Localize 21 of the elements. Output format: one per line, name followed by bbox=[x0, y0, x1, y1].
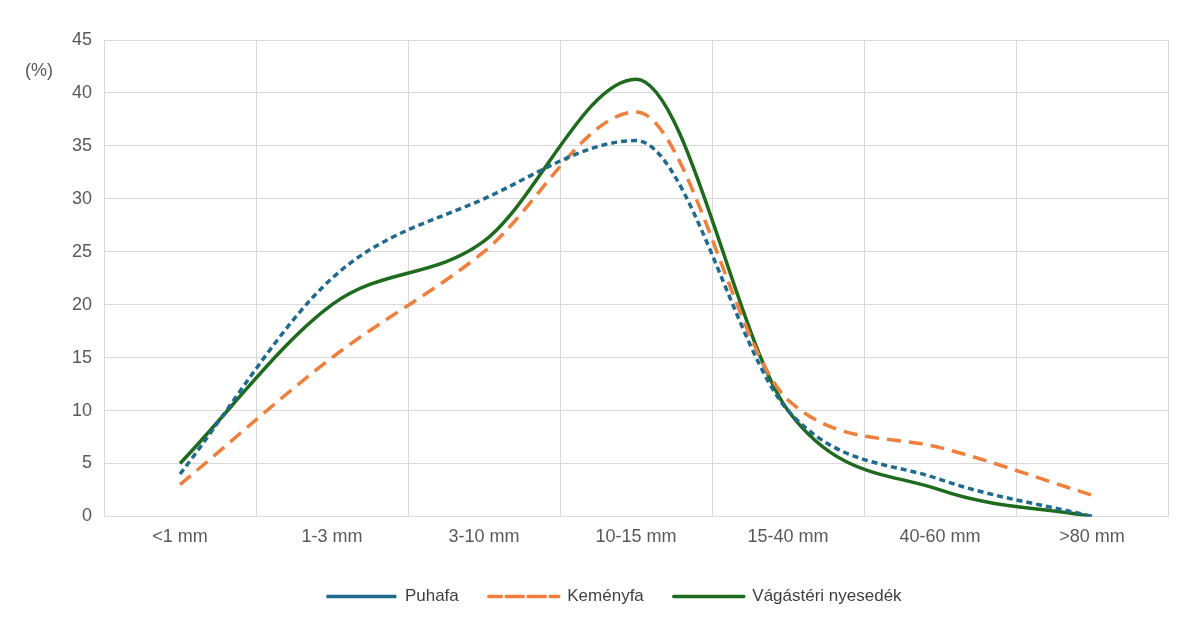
x-tick-label: 15-40 mm bbox=[747, 526, 829, 547]
x-tick-label: 10-15 mm bbox=[595, 526, 677, 547]
y-tick-label: 20 bbox=[71, 293, 93, 314]
legend-label: Keményfa bbox=[567, 586, 645, 606]
y-tick-label: 30 bbox=[71, 187, 93, 208]
x-tick-label: 3-10 mm bbox=[448, 526, 520, 547]
x-tick-label: 1-3 mm bbox=[301, 526, 363, 547]
legend-label: Puhafa bbox=[404, 586, 460, 606]
x-tick-label: >80 mm bbox=[1059, 526, 1125, 547]
y-tick-label: 10 bbox=[71, 399, 93, 420]
y-tick-label: 0 bbox=[82, 505, 93, 526]
y-axis-title: (%) bbox=[25, 59, 53, 80]
y-tick-label: 35 bbox=[71, 134, 93, 155]
y-tick-label: 40 bbox=[71, 81, 93, 102]
y-tick-label: 5 bbox=[82, 452, 93, 473]
y-tick-label: 25 bbox=[71, 240, 93, 261]
y-tick-label: 45 bbox=[71, 28, 93, 49]
legend-label: Vágástéri nyesedék bbox=[752, 586, 903, 606]
y-tick-label: 15 bbox=[71, 346, 93, 367]
x-tick-label: <1 mm bbox=[152, 526, 208, 547]
x-tick-label: 40-60 mm bbox=[899, 526, 981, 547]
